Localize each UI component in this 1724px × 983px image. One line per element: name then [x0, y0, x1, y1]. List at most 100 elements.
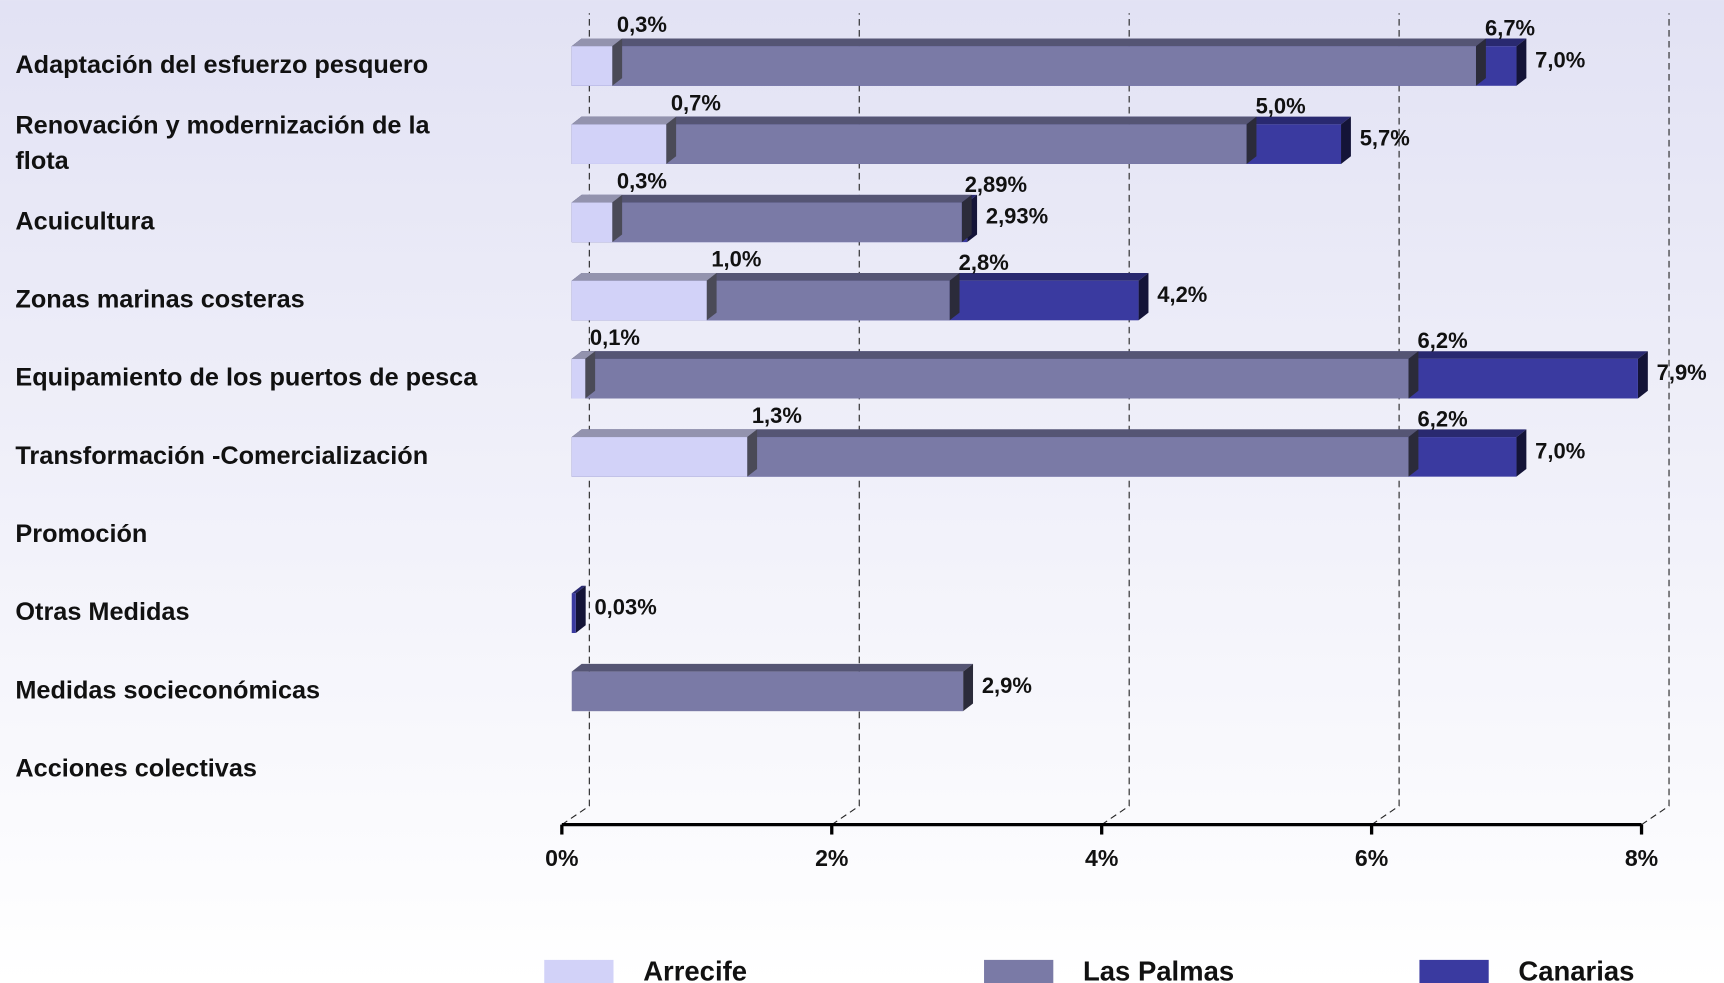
value-label: 7,9% — [1657, 360, 1707, 385]
bar-side — [706, 273, 717, 321]
bar-top — [571, 116, 677, 125]
category-label: Otras Medidas — [15, 598, 189, 626]
bar-top — [571, 194, 623, 203]
legend-swatch — [1419, 959, 1489, 983]
bar-top — [571, 194, 972, 203]
category-label: Equipamiento de los puertos de pesca — [15, 363, 478, 391]
bar-side — [1408, 429, 1419, 477]
x-tick-label: 0% — [545, 845, 578, 871]
bar-side — [1138, 273, 1149, 321]
value-label: 5,0% — [1256, 94, 1306, 119]
value-label: 1,0% — [711, 247, 761, 272]
bar-front — [571, 593, 576, 634]
value-label: 0,3% — [617, 169, 667, 194]
bar — [571, 116, 1257, 164]
bar — [571, 194, 623, 243]
category-label: Acciones colectivas — [15, 754, 257, 782]
value-label: 6,2% — [1418, 328, 1468, 353]
bar-top — [571, 38, 623, 47]
value-label: 2,89% — [965, 172, 1027, 197]
bar-side — [1637, 351, 1648, 399]
category-label: Renovación y modernización de la flota — [15, 111, 430, 174]
value-label: 0,3% — [617, 12, 667, 37]
x-tick-label: 6% — [1355, 845, 1388, 871]
bar-side — [666, 116, 677, 164]
x-tick-label: 2% — [815, 845, 848, 871]
bar — [571, 351, 1419, 399]
legend-label: Canarias — [1518, 955, 1634, 983]
bar-top — [571, 273, 717, 281]
bar-front — [571, 124, 1247, 164]
category-label: Zonas marinas costeras — [15, 285, 304, 313]
value-label: 2,9% — [982, 673, 1032, 698]
legend-label: Las Palmas — [1083, 955, 1234, 983]
bar-side — [1516, 429, 1527, 477]
bar — [571, 351, 596, 399]
bar — [571, 194, 972, 243]
bar-front — [571, 437, 748, 477]
bar-top — [571, 351, 1419, 359]
value-label: 7,0% — [1535, 47, 1585, 72]
bar-side — [747, 429, 758, 477]
bar-front — [571, 46, 1476, 86]
bar — [571, 429, 758, 477]
value-label: 5,7% — [1360, 126, 1410, 151]
bar-front — [571, 202, 613, 243]
bar-front — [571, 46, 613, 86]
bar-top — [571, 429, 758, 438]
bar-side — [612, 38, 623, 86]
value-label: 4,2% — [1157, 282, 1207, 307]
bar-side — [575, 585, 586, 634]
category-label: Transformación -Comercialización — [15, 442, 428, 470]
bar — [571, 116, 677, 164]
value-label: 0,1% — [590, 325, 640, 350]
bar-side — [612, 194, 623, 243]
value-label: 1,3% — [752, 403, 802, 428]
category-label: Adaptación del esfuerzo pesquero — [15, 51, 428, 79]
bar-side — [963, 663, 974, 712]
bar-front — [571, 358, 586, 399]
value-label: 0,03% — [594, 595, 656, 620]
bar-side — [1516, 38, 1527, 86]
value-label: 0,7% — [671, 90, 721, 115]
bar-front — [571, 202, 962, 243]
bar — [571, 585, 586, 634]
bar-side — [1475, 38, 1486, 86]
grid-line — [1641, 13, 1670, 826]
bar — [571, 273, 717, 321]
bar-front — [571, 671, 964, 712]
bar-top — [571, 585, 586, 594]
grid-line — [1371, 13, 1400, 826]
bar — [571, 38, 1486, 86]
value-label: 7,0% — [1535, 438, 1585, 463]
bar-top — [571, 38, 1486, 47]
bar-side — [1408, 351, 1419, 399]
value-label: 6,2% — [1418, 406, 1468, 431]
legend-swatch — [984, 959, 1054, 983]
legend-label: Arrecife — [643, 955, 747, 983]
bar — [571, 38, 623, 86]
category-label: Promoción — [15, 520, 147, 548]
bar-top — [571, 351, 596, 359]
x-tick-label: 4% — [1085, 845, 1118, 871]
value-label: 2,8% — [959, 250, 1009, 275]
bar-side — [585, 351, 596, 399]
bar-side — [949, 273, 960, 321]
bar-side — [1246, 116, 1257, 164]
x-tick-label: 8% — [1625, 845, 1658, 871]
bar-side — [1341, 116, 1351, 164]
bar-top — [571, 116, 1257, 125]
bar-front — [571, 280, 707, 321]
value-label: 2,93% — [986, 204, 1048, 229]
bar — [571, 663, 974, 712]
bar-front — [571, 358, 1409, 399]
legend-swatch — [544, 959, 614, 983]
bar-front — [571, 124, 667, 164]
category-label: Acuicultura — [15, 207, 155, 235]
bar-top — [571, 663, 974, 672]
value-label: 6,7% — [1485, 16, 1535, 41]
bar-top — [571, 429, 1419, 438]
bar-side — [961, 194, 972, 243]
